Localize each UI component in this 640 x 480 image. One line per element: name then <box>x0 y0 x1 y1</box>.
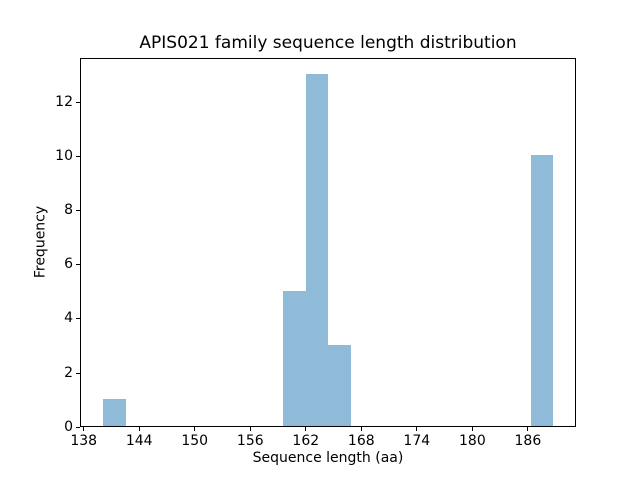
y-tick-mark <box>76 155 80 157</box>
y-tick-mark <box>76 318 80 320</box>
x-tick-label: 150 <box>181 433 209 449</box>
x-tick-label: 144 <box>125 433 153 449</box>
x-tick-mark <box>83 427 85 432</box>
x-tick-mark <box>416 427 418 432</box>
histogram-bar <box>305 74 329 427</box>
x-tick-mark <box>194 427 196 432</box>
histogram-bar <box>283 290 306 427</box>
x-tick-mark <box>527 427 529 432</box>
x-tick-mark <box>305 427 307 432</box>
x-tick-label: 186 <box>514 433 542 449</box>
x-tick-label: 180 <box>459 433 486 449</box>
y-tick-mark <box>76 264 80 266</box>
histogram-bar <box>103 399 126 427</box>
y-axis-label: Frequency <box>32 205 49 279</box>
x-tick-mark <box>249 427 251 432</box>
y-tick-label: 2 <box>64 364 73 381</box>
y-tick-label: 12 <box>55 93 73 110</box>
x-tick-mark <box>360 427 362 432</box>
histogram-bar <box>328 345 351 427</box>
x-tick-label: 156 <box>236 433 264 449</box>
plot-area <box>80 57 576 428</box>
chart-title: APIS021 family sequence length distribut… <box>139 33 517 53</box>
x-tick-label: 174 <box>403 433 431 449</box>
x-tick-mark <box>471 427 473 432</box>
y-tick-label: 0 <box>64 418 73 435</box>
y-tick-label: 10 <box>55 147 73 164</box>
y-tick-mark <box>76 101 80 103</box>
x-tick-mark <box>138 427 140 432</box>
y-tick-label: 8 <box>64 202 73 219</box>
x-tick-label: 168 <box>347 433 375 449</box>
x-tick-label: 162 <box>292 433 320 449</box>
x-tick-label: 138 <box>70 433 98 449</box>
y-tick-label: 6 <box>64 256 73 273</box>
y-tick-mark <box>76 372 80 374</box>
y-tick-label: 4 <box>64 310 73 327</box>
histogram-bar <box>530 155 553 427</box>
y-tick-mark <box>76 426 80 428</box>
y-tick-mark <box>76 210 80 212</box>
x-axis-label: Sequence length (aa) <box>252 450 404 466</box>
